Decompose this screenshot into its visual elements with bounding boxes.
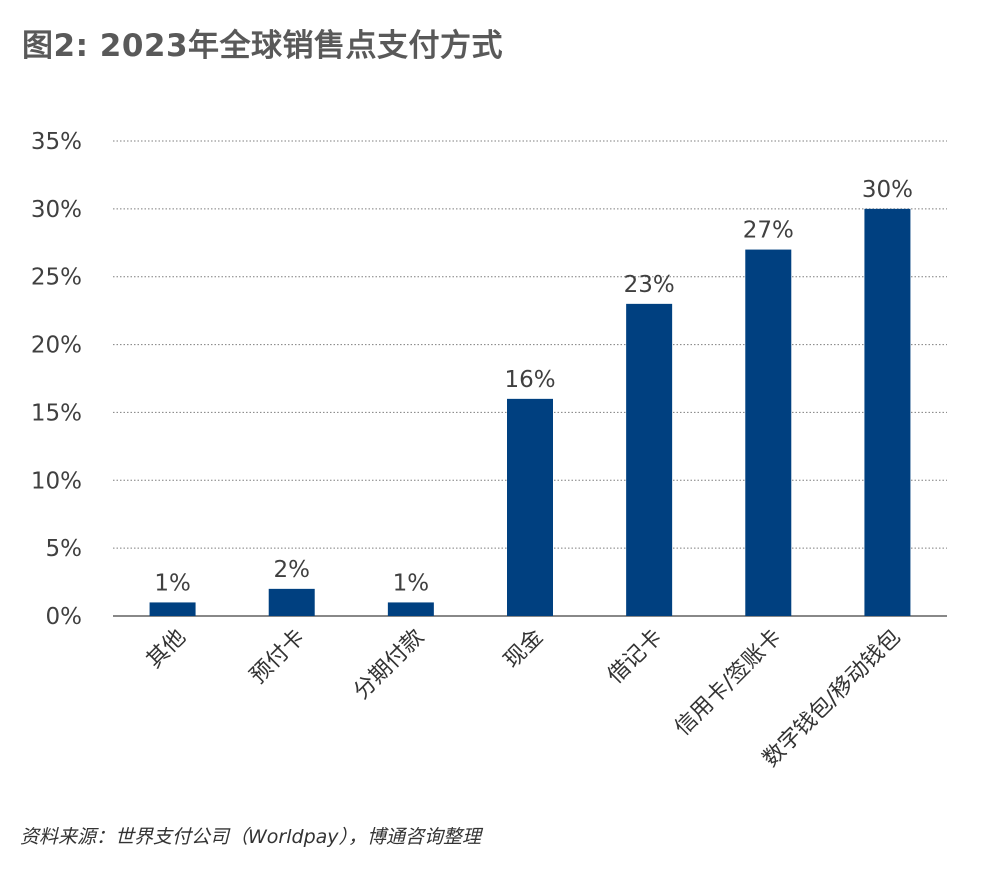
y-axis-ticks: 0% 5% 10% 15% 20% 25% 30% 35%: [31, 129, 82, 630]
x-tick-label: 预付卡: [246, 625, 310, 689]
y-tick-label: 15%: [31, 400, 82, 426]
data-labels: 1% 2% 1% 16% 23% 27% 30%: [154, 177, 913, 597]
chart-title: 图2: 2023年全球销售点支付方式: [22, 28, 504, 64]
x-tick-label: 信用卡/签账卡: [670, 625, 786, 741]
y-tick-label: 0%: [46, 604, 83, 630]
y-tick-label: 10%: [31, 468, 82, 494]
x-tick-label: 其他: [142, 625, 191, 674]
y-tick-label: 30%: [31, 197, 82, 223]
bar: [387, 602, 434, 616]
source-note: 资料来源：世界支付公司（Worldpay），博通咨询整理: [20, 826, 482, 848]
bar: [149, 602, 196, 616]
data-label: 1%: [393, 570, 430, 596]
y-tick-label: 35%: [31, 129, 82, 155]
bar: [507, 398, 553, 616]
x-tick-label: 借记卡: [603, 625, 667, 689]
bar: [626, 303, 673, 616]
bars: [149, 208, 911, 617]
x-tick-label: 现金: [499, 625, 548, 674]
data-label: 2%: [273, 557, 310, 583]
data-label: 16%: [504, 367, 555, 393]
bar: [268, 588, 315, 616]
data-label: 27%: [743, 218, 794, 244]
bar: [864, 208, 911, 616]
y-tick-label: 25%: [31, 265, 82, 291]
x-tick-label: 分期付款: [349, 625, 429, 705]
data-label: 23%: [624, 272, 675, 298]
data-label: 1%: [154, 570, 191, 596]
y-tick-label: 20%: [31, 333, 82, 359]
bar: [745, 249, 792, 617]
data-label: 30%: [862, 177, 913, 203]
y-tick-label: 5%: [46, 536, 83, 562]
